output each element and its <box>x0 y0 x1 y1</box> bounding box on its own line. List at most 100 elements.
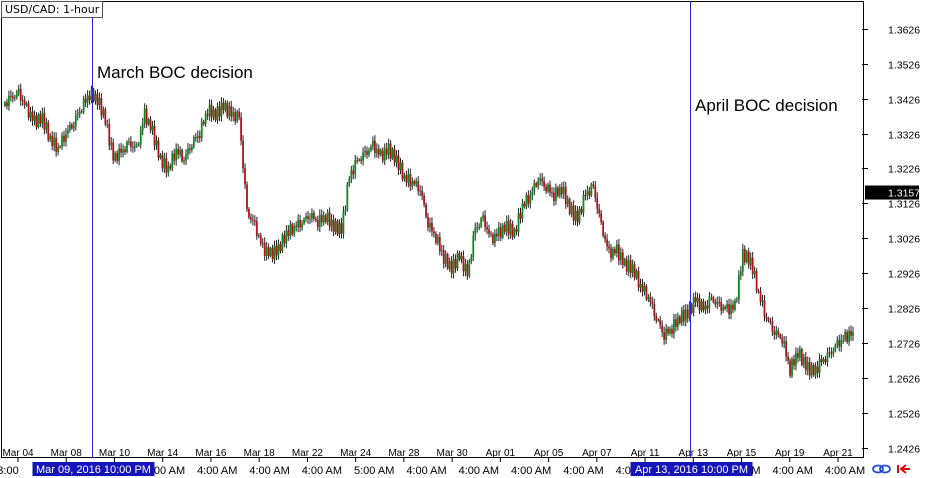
candle-body <box>446 254 449 269</box>
candle-body <box>464 264 467 272</box>
candle-body <box>171 153 174 169</box>
candle-body <box>236 111 239 122</box>
candle-body <box>265 247 268 256</box>
candle-body <box>159 154 162 158</box>
candle-body <box>539 178 542 181</box>
candle-body <box>379 150 382 155</box>
x-time-label: 4:00 AM <box>145 465 185 477</box>
x-date-label: Apr 19 <box>775 448 805 459</box>
candle-body <box>793 359 795 366</box>
candle-body <box>187 148 189 155</box>
candle-body <box>116 153 119 161</box>
candle-body <box>800 349 803 365</box>
candle-body <box>580 208 583 213</box>
candle-body <box>625 259 628 272</box>
candle-body <box>440 250 443 252</box>
candle-body <box>228 106 231 117</box>
candle-body <box>65 133 67 142</box>
candle-body <box>399 162 402 171</box>
candle-body <box>373 140 376 153</box>
candle-body <box>633 264 636 278</box>
candle-body <box>161 154 164 169</box>
candle-body <box>456 253 459 269</box>
candle-body <box>558 187 561 196</box>
candle-body <box>553 192 555 202</box>
candle-body <box>474 228 477 236</box>
candle-body <box>501 224 504 238</box>
candle-body <box>409 173 412 187</box>
candle-body <box>732 304 734 310</box>
candle-body <box>810 364 813 376</box>
candle-body <box>562 186 565 195</box>
candle-body <box>391 148 394 159</box>
candle-body <box>718 301 721 303</box>
candle-body <box>427 216 429 228</box>
candle-body <box>395 155 398 163</box>
candle-body <box>586 190 589 196</box>
candle-body <box>655 316 658 321</box>
candle-body <box>745 251 748 263</box>
candle-body <box>19 89 22 101</box>
candle-body <box>675 319 677 327</box>
candle-body <box>710 297 713 299</box>
y-tick-label: 1.2826 <box>888 304 920 316</box>
candle-body <box>204 113 207 125</box>
link-icon[interactable] <box>872 464 891 474</box>
candle-body <box>192 137 195 147</box>
candle-body <box>120 148 122 153</box>
candle-body <box>519 213 522 219</box>
candle-body <box>783 341 786 344</box>
candle-body <box>574 210 577 221</box>
candle-body <box>547 184 549 192</box>
candle-body <box>385 148 388 155</box>
candle-body <box>122 149 124 153</box>
candle-body <box>350 170 353 179</box>
candle-body <box>25 103 28 106</box>
x-date-label: Mar 14 <box>147 448 179 459</box>
candle-body <box>533 183 536 192</box>
candle-body <box>535 183 538 187</box>
candle-body <box>621 252 624 266</box>
candle-body <box>155 140 158 146</box>
candle-body <box>637 270 640 288</box>
candle-body <box>812 364 815 376</box>
candle-body <box>649 297 652 303</box>
candle-body <box>462 255 465 272</box>
candle-body <box>629 260 632 273</box>
candle-body <box>293 226 296 235</box>
candle-body <box>189 148 191 151</box>
candle-body <box>824 359 827 363</box>
candle-body <box>468 261 471 277</box>
candle-body <box>421 190 424 196</box>
candle-body <box>17 89 20 93</box>
candle-body <box>220 102 223 117</box>
candle-body <box>185 154 187 161</box>
candle-body <box>261 242 264 244</box>
candle-body <box>330 219 333 227</box>
candle-body <box>328 212 331 227</box>
candle-body <box>598 208 601 214</box>
candle-body <box>525 195 528 207</box>
candle-body <box>114 153 117 161</box>
candle-body <box>196 135 199 139</box>
candle-body <box>696 297 699 303</box>
x-time-label: 3:00 <box>0 465 19 477</box>
scroll-end-arrow-icon[interactable] <box>897 464 910 474</box>
candle-body <box>354 160 357 175</box>
x-date-label: Mar 22 <box>292 448 324 459</box>
x-date-label: Mar 30 <box>437 448 469 459</box>
candle-body <box>37 114 40 128</box>
candle-body <box>11 96 14 99</box>
candle-body <box>673 319 675 334</box>
candle-body <box>651 302 654 304</box>
candle-body <box>850 330 852 337</box>
candle-body <box>368 150 370 155</box>
candle-body <box>612 249 614 259</box>
candle-body <box>509 223 512 235</box>
candle-body <box>814 366 817 376</box>
x-date-label: Apr 01 <box>486 448 516 459</box>
x-date-label: Mar 08 <box>51 448 83 459</box>
candle-body <box>183 160 185 162</box>
candle-body <box>252 219 254 221</box>
